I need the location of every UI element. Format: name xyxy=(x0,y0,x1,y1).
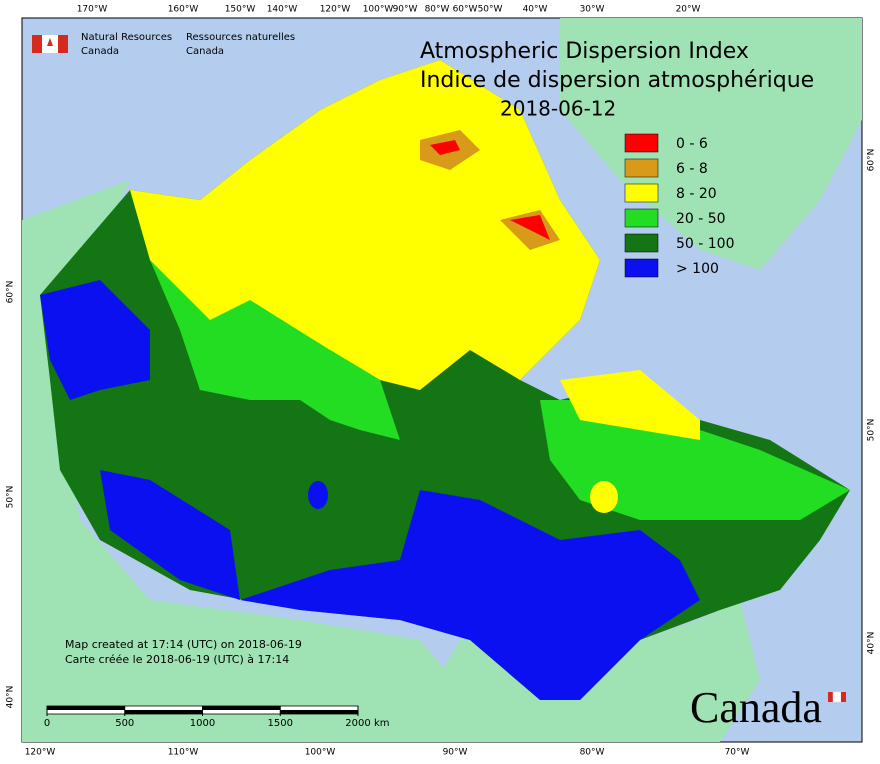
graticule-label: 50°N xyxy=(6,486,16,509)
org-fr: Ressources naturelles xyxy=(186,32,295,43)
graticule-label: 60°N xyxy=(6,281,16,304)
title-en: Atmospheric Dispersion Index xyxy=(420,39,749,64)
yellow-spot xyxy=(590,481,618,513)
blue-lake xyxy=(308,481,328,509)
graticule-label: 30°W xyxy=(580,5,605,15)
legend-label: 8 - 20 xyxy=(676,186,717,202)
graticule-label: 160°W xyxy=(168,5,199,15)
bc-blue xyxy=(40,280,150,400)
org-fr: Canada xyxy=(186,46,224,57)
legend-swatch xyxy=(624,133,659,153)
footer-fr: Carte créée le 2018-06-19 (UTC) à 17:14 xyxy=(65,653,289,666)
baffin-red xyxy=(510,215,550,240)
legend: 0 - 6 6 - 8 8 - 20 20 - 50 50 - 100 > 100 xyxy=(624,133,735,278)
graticule-label: 120°W xyxy=(320,5,351,15)
scale-unit: km xyxy=(374,718,390,729)
legend-swatch xyxy=(624,208,659,228)
graticule-label: 60°N xyxy=(867,149,877,172)
scale-bar: 0 500 1000 1500 2000 km xyxy=(44,705,390,729)
scale-label: 1000 xyxy=(190,718,215,729)
graticule-label: 150°W xyxy=(225,5,256,15)
wordmark-flag xyxy=(828,691,846,703)
graticule-label: 40°N xyxy=(6,686,16,709)
legend-label: > 100 xyxy=(676,261,719,277)
scale-segment xyxy=(124,710,203,714)
scale-label: 1500 xyxy=(268,718,293,729)
south-blue xyxy=(240,490,700,700)
title-fr: Indice de dispersion atmosphérique xyxy=(420,68,814,93)
greenland xyxy=(560,18,862,270)
graticule-label: 90°W xyxy=(393,5,418,15)
title-date: 2018-06-12 xyxy=(500,97,616,121)
scale-segment xyxy=(202,706,281,710)
graticule-label: 90°W xyxy=(443,748,468,758)
graticule-label: 110°W xyxy=(168,748,199,758)
legend-label: 20 - 50 xyxy=(676,211,726,227)
scale-segment xyxy=(280,710,358,714)
legend-label: 0 - 6 xyxy=(676,136,708,152)
scale-label: 2000 xyxy=(345,718,370,729)
footer-en: Map created at 17:14 (UTC) on 2018-06-19 xyxy=(65,638,302,651)
scale-segment xyxy=(47,706,125,710)
graticule-label: 60°W xyxy=(453,5,478,15)
zone-green xyxy=(150,260,400,440)
quebec-yellow xyxy=(560,370,700,440)
graticule-label: 50°N xyxy=(867,419,877,442)
legend-label: 50 - 100 xyxy=(676,236,735,252)
wordmark: Canada xyxy=(690,683,822,732)
graticule-label: 80°W xyxy=(580,748,605,758)
scale-label: 500 xyxy=(115,718,134,729)
scale-label: 0 xyxy=(44,718,50,729)
legend-label: 6 - 8 xyxy=(676,161,708,177)
graticule-label: 20°W xyxy=(676,5,701,15)
flag xyxy=(32,35,68,53)
org-en: Natural Resources xyxy=(81,32,172,43)
graticule-label: 100°W xyxy=(305,748,336,758)
graticule-label: 170°W xyxy=(77,5,108,15)
legend-swatch xyxy=(624,258,659,278)
graticule-label: 40°W xyxy=(523,5,548,15)
graticule-label: 140°W xyxy=(267,5,298,15)
usa-west xyxy=(22,180,520,742)
graticule-label: 80°W xyxy=(425,5,450,15)
graticule-label: 100°W xyxy=(363,5,394,15)
legend-swatch xyxy=(624,233,659,253)
org-en: Canada xyxy=(81,46,119,57)
graticule-label: 40°N xyxy=(867,632,877,655)
legend-swatch xyxy=(624,158,659,178)
graticule-label: 50°W xyxy=(478,5,503,15)
graticule-label: 70°W xyxy=(725,748,750,758)
alberta-blue xyxy=(100,470,240,600)
quebec-green xyxy=(540,400,850,520)
zone-red xyxy=(430,140,460,155)
graticule-label: 120°W xyxy=(25,748,56,758)
legend-swatch xyxy=(624,183,659,203)
